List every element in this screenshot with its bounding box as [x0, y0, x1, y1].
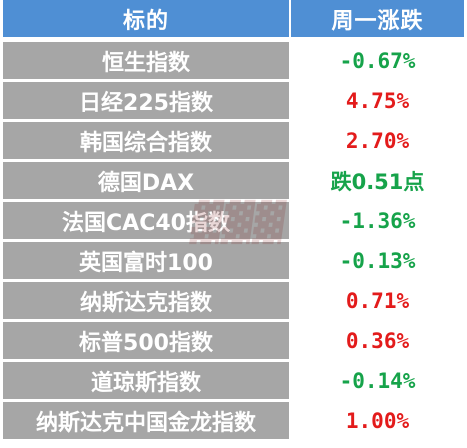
index-change: 4.75% [291, 82, 464, 119]
table-row: 韩国综合指数 2.70% [0, 122, 467, 159]
index-name: 韩国综合指数 [3, 122, 289, 159]
index-change: -1.36% [291, 202, 464, 239]
index-change: 跌0.51点 [291, 162, 464, 199]
index-change: 1.00% [291, 402, 464, 439]
index-name: 道琼斯指数 [3, 362, 289, 399]
table-row: 法国CAC40指数 -1.36% [0, 202, 467, 239]
index-change: -0.14% [291, 362, 464, 399]
index-name: 恒生指数 [3, 42, 289, 79]
index-change: 2.70% [291, 122, 464, 159]
table-header-row: 标的 周一涨跌 [0, 0, 467, 37]
table-row: 纳斯达克指数 0.71% [0, 282, 467, 319]
table-row: 纳斯达克中国金龙指数 1.00% [0, 402, 467, 439]
index-name: 纳斯达克中国金龙指数 [3, 402, 289, 439]
index-name: 英国富时100 [3, 242, 289, 279]
table-row: 恒生指数 -0.67% [0, 42, 467, 79]
index-change: -0.13% [291, 242, 464, 279]
index-name: 法国CAC40指数 [3, 202, 289, 239]
table-row: 日经225指数 4.75% [0, 82, 467, 119]
index-change: 0.36% [291, 322, 464, 359]
index-name: 标普500指数 [3, 322, 289, 359]
header-target: 标的 [3, 0, 289, 37]
table-row: 道琼斯指数 -0.14% [0, 362, 467, 399]
index-name: 纳斯达克指数 [3, 282, 289, 319]
table-row: 德国DAX 跌0.51点 [0, 162, 467, 199]
index-name: 德国DAX [3, 162, 289, 199]
index-change: 0.71% [291, 282, 464, 319]
table-row: 英国富时100 -0.13% [0, 242, 467, 279]
table-row: 标普500指数 0.36% [0, 322, 467, 359]
header-monday-change: 周一涨跌 [291, 0, 464, 37]
index-change: -0.67% [291, 42, 464, 79]
index-name: 日经225指数 [3, 82, 289, 119]
